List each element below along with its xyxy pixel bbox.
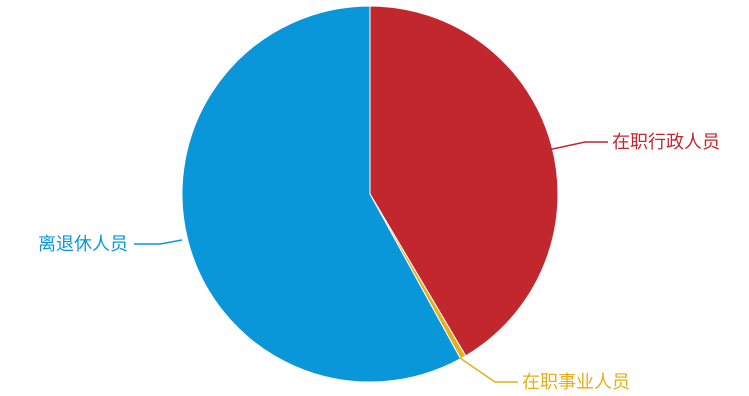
pie-slice-3 [181, 5, 462, 383]
pie-slices [181, 5, 559, 383]
slice-label-3: 离退休人员 [38, 234, 128, 255]
slice-label-1: 在职行政人员 [612, 132, 720, 153]
label-leader-line-1 [547, 141, 608, 151]
label-leader-line-3 [134, 239, 183, 245]
label-leader-line-2 [459, 357, 518, 383]
pie-slice-1 [369, 5, 559, 357]
slice-label-2: 在职事业人员 [522, 372, 630, 393]
